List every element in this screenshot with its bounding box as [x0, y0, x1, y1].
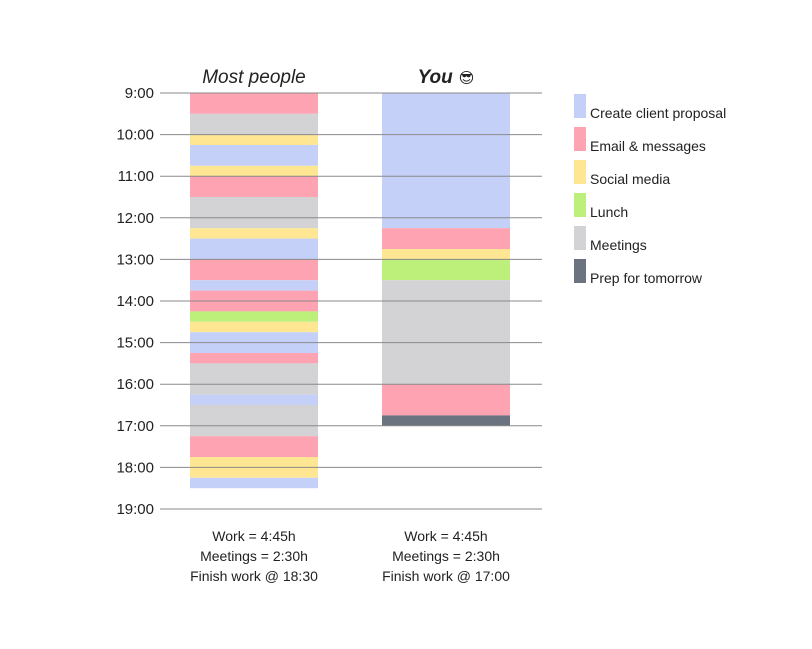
y-tick-label: 11:00	[118, 168, 154, 185]
y-tick-label: 13:00	[116, 251, 154, 268]
segment-1-2-social	[382, 249, 510, 260]
y-tick-label: 10:00	[116, 127, 154, 144]
y-tick-label: 12:00	[116, 210, 154, 227]
column-titles: Most people You 😎	[202, 67, 474, 88]
segment-0-0-email	[190, 93, 318, 114]
legend-swatch-proposal	[574, 94, 586, 118]
segment-0-4-social	[190, 165, 318, 177]
segment-0-21-proposal	[190, 477, 318, 489]
grid-layer	[160, 92, 542, 510]
segment-0-3-proposal	[190, 145, 318, 166]
segment-1-1-email	[382, 228, 510, 249]
legend-swatch-meetings	[574, 226, 586, 250]
column-summary-line: Finish work @ 18:30	[190, 568, 318, 584]
segment-0-19-email	[190, 436, 318, 457]
legend-label-lunch: Lunch	[590, 204, 628, 220]
y-tick-label: 18:00	[116, 459, 154, 476]
y-tick-label: 15:00	[116, 335, 154, 352]
segment-0-8-proposal	[190, 238, 318, 260]
column-title: Most people	[202, 67, 306, 88]
column-summary-line: Meetings = 2:30h	[392, 548, 500, 564]
segment-1-5-email	[382, 384, 510, 416]
segment-1-6-prep	[382, 415, 510, 426]
y-tick-label: 9:00	[125, 85, 154, 102]
y-tick-label: 16:00	[116, 376, 154, 393]
y-tick-label: 19:00	[116, 501, 154, 518]
y-tick-label: 17:00	[116, 418, 154, 435]
sunglasses-emoji-icon: 😎	[459, 70, 475, 87]
legend-label-prep: Prep for tomorrow	[590, 270, 703, 286]
legend-label-proposal: Create client proposal	[590, 105, 726, 121]
segment-0-15-email	[190, 353, 318, 364]
legend-swatch-prep	[574, 259, 586, 283]
segment-0-18-meetings	[190, 405, 318, 437]
segment-1-0-proposal	[382, 93, 510, 229]
legend-label-email: Email & messages	[590, 138, 706, 154]
segments-layer	[190, 93, 510, 489]
segment-0-6-meetings	[190, 197, 318, 229]
column-summary-line: Meetings = 2:30h	[200, 548, 308, 564]
segment-0-13-social	[190, 321, 318, 333]
column-summary-line: Finish work @ 17:00	[382, 568, 510, 584]
column-summary-line: Work = 4:45h	[404, 528, 487, 544]
segment-0-2-social	[190, 134, 318, 145]
segment-0-12-lunch	[190, 311, 318, 322]
segment-0-7-social	[190, 228, 318, 239]
legend: Create client proposal Email & messages So…	[574, 94, 726, 286]
segment-1-3-lunch	[382, 259, 510, 281]
legend-swatch-email	[574, 127, 586, 151]
segment-1-4-meetings	[382, 280, 510, 385]
legend-swatch-social	[574, 160, 586, 184]
segment-0-16-meetings	[190, 363, 318, 395]
segment-0-9-email	[190, 259, 318, 281]
legend-label-meetings: Meetings	[590, 237, 647, 253]
legend-label-social: Social media	[590, 171, 670, 187]
column-summary-line: Work = 4:45h	[212, 528, 295, 544]
segment-0-17-proposal	[190, 394, 318, 405]
segment-0-10-proposal	[190, 280, 318, 291]
column-title: You 😎	[418, 67, 475, 88]
segment-0-1-meetings	[190, 113, 318, 135]
column-title-text: Most people	[202, 67, 306, 88]
y-tick-label: 14:00	[116, 293, 154, 310]
column-summaries: Work = 4:45h Meetings = 2:30h Finish work …	[190, 528, 510, 584]
y-axis-ticks: 9:00 10:00 11:00 12:00 13:00 14:00 15:00 16:00 1…	[116, 85, 154, 518]
legend-swatch-lunch	[574, 193, 586, 217]
segment-0-5-email	[190, 176, 318, 197]
column-title-text: You	[418, 67, 454, 88]
